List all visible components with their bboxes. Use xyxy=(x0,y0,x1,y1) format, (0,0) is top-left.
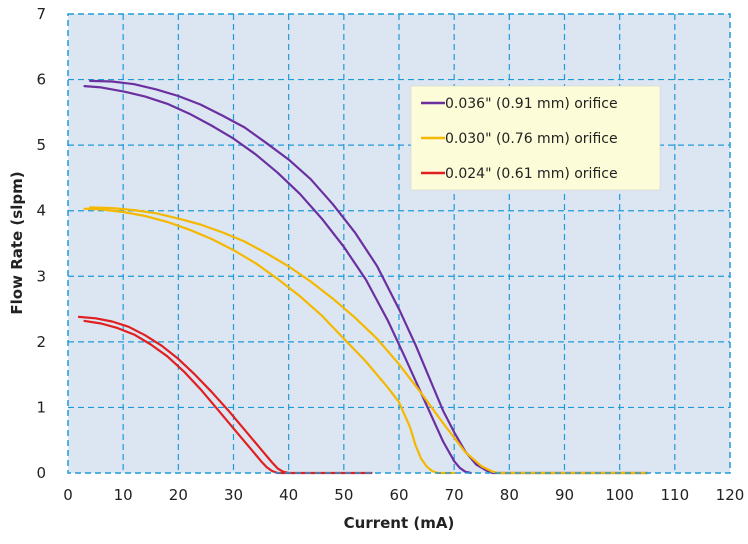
x-tick-label: 50 xyxy=(334,486,353,504)
x-tick-label: 60 xyxy=(389,486,408,504)
legend-label-red: 0.024" (0.61 mm) orifice xyxy=(445,166,618,182)
x-axis-label: Current (mA) xyxy=(344,514,455,532)
y-tick-label: 6 xyxy=(36,71,46,89)
y-tick-label: 4 xyxy=(36,202,46,220)
series-1-curve-1 xyxy=(83,207,456,475)
y-tick-label: 1 xyxy=(36,398,46,416)
y-tick-label: 7 xyxy=(36,5,46,23)
x-tick-label: 70 xyxy=(445,486,464,504)
legend: 0.036" (0.91 mm) orifice 0.030" (0.76 mm… xyxy=(410,85,661,191)
y-tick-label: 2 xyxy=(36,333,46,351)
x-tick-label: 90 xyxy=(555,486,574,504)
y-tick-label: 0 xyxy=(36,464,46,482)
y-tick-label: 5 xyxy=(36,136,46,154)
x-tick-label: 20 xyxy=(169,486,188,504)
plot-border xyxy=(67,13,731,474)
x-axis-ticks: 0 10 20 30 40 50 60 70 80 90 100 110 120 xyxy=(63,486,744,504)
legend-label-purple: 0.036" (0.91 mm) orifice xyxy=(445,96,618,112)
grid-lines xyxy=(68,14,730,473)
legend-box xyxy=(410,85,661,191)
series-2-curve-1 xyxy=(83,319,290,475)
y-tick-label: 3 xyxy=(36,267,46,285)
x-tick-label: 10 xyxy=(114,486,133,504)
x-tick-label: 40 xyxy=(279,486,298,504)
x-tick-label: 100 xyxy=(605,486,634,504)
series-0-curve-0 xyxy=(88,79,649,475)
x-tick-label: 0 xyxy=(63,486,73,504)
series-0-curve-1 xyxy=(83,84,472,475)
x-tick-label: 30 xyxy=(224,486,243,504)
x-tick-label: 110 xyxy=(661,486,690,504)
x-tick-label: 80 xyxy=(500,486,519,504)
x-tick-label: 120 xyxy=(716,486,745,504)
y-axis-ticks: 0 1 2 3 4 5 6 7 xyxy=(36,5,46,482)
y-axis-label: Flow Rate (slpm) xyxy=(8,171,26,314)
legend-label-yellow: 0.030" (0.76 mm) orifice xyxy=(445,131,618,147)
